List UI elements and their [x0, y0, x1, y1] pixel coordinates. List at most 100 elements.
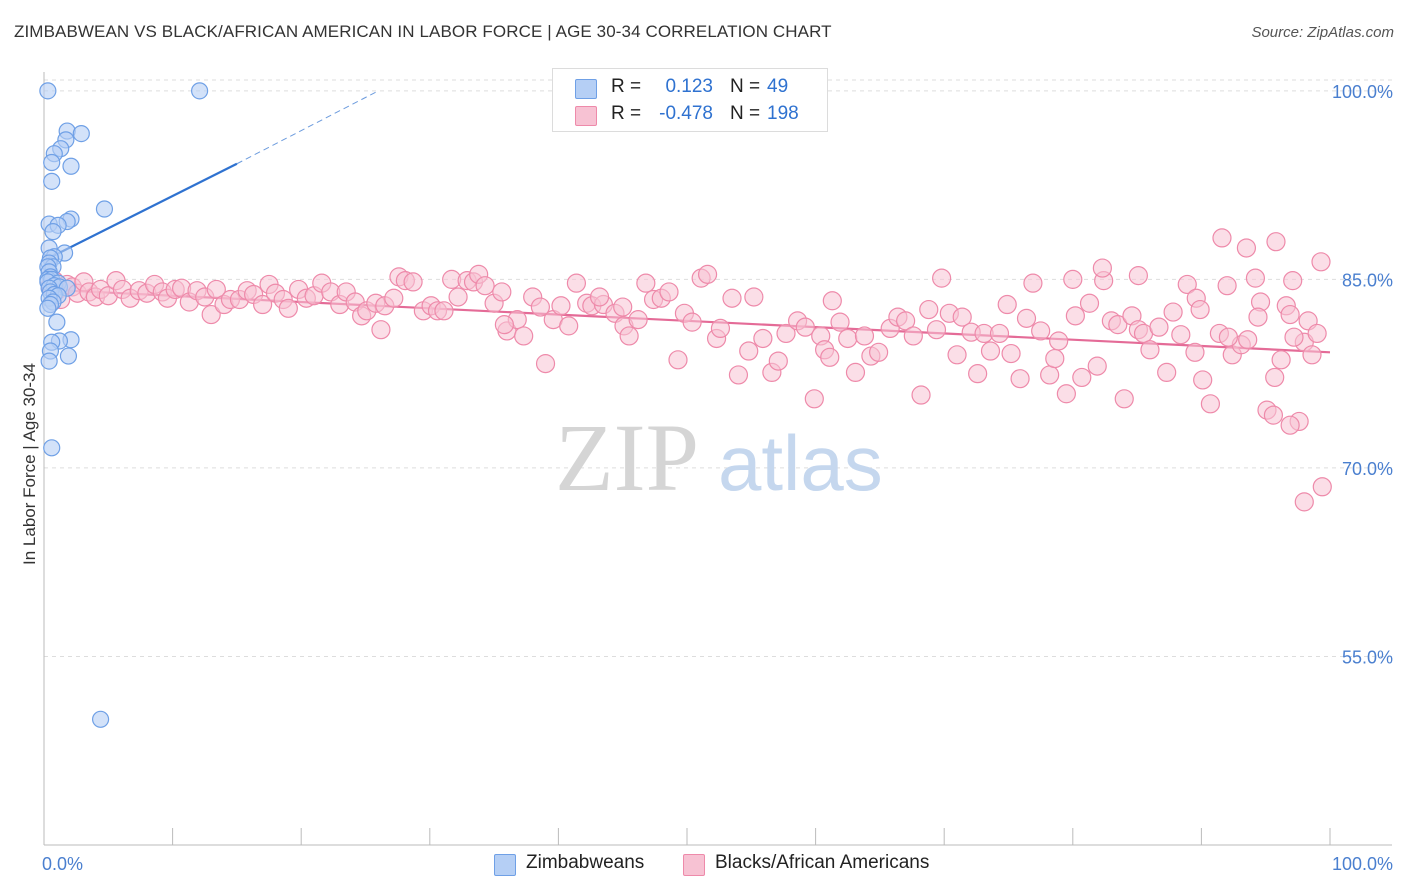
watermark-atlas: atlas — [718, 419, 883, 507]
pink-point — [1040, 365, 1060, 385]
pink-point — [838, 328, 858, 349]
pink-point — [682, 312, 702, 332]
legend-n-label: N = — [730, 76, 761, 97]
y-axis-label: In Labor Force | Age 30-34 — [20, 363, 39, 565]
legend-n-value: 198 — [767, 103, 799, 124]
pink-point — [1049, 331, 1069, 351]
pink-point — [619, 326, 639, 346]
blue-point — [191, 82, 209, 100]
pink-point — [1087, 356, 1107, 376]
blue-point — [91, 710, 110, 728]
pink-point — [728, 365, 749, 385]
legend-row-blacks: R = -0.478 N = 198 — [553, 100, 827, 128]
pink-point — [1045, 348, 1065, 369]
blue-point — [44, 223, 62, 241]
blue-point — [95, 200, 114, 218]
pink-point — [822, 291, 842, 311]
pink-point — [722, 288, 742, 308]
pink-point — [1283, 271, 1303, 291]
pink-point — [903, 326, 923, 346]
pink-point — [1128, 266, 1148, 286]
pink-point — [744, 287, 764, 307]
pink-point — [494, 315, 514, 335]
blue-point — [43, 153, 61, 172]
pink-point — [1177, 274, 1197, 295]
pink-point — [804, 389, 824, 409]
pink-point — [1023, 273, 1043, 293]
pink-point — [1190, 299, 1210, 320]
bottom-legend-swatch-pink — [683, 854, 705, 876]
pink-point — [1218, 327, 1239, 347]
pink-point — [1065, 306, 1085, 326]
pink-point — [1001, 343, 1021, 364]
pink-point — [919, 299, 939, 320]
pink-point — [1063, 269, 1083, 289]
pink-point — [1302, 345, 1322, 365]
zimbabwean-trend-extension — [236, 90, 379, 165]
y-tick-label: 70.0% — [1342, 459, 1393, 479]
pink-point — [1248, 307, 1268, 327]
pink-point — [1266, 232, 1286, 252]
y-tick-label: 55.0% — [1342, 647, 1393, 667]
pink-point — [1114, 389, 1134, 409]
blue-point — [62, 157, 80, 175]
pink-point — [968, 364, 988, 384]
pink-point — [1072, 367, 1092, 388]
pink-point — [1265, 367, 1285, 388]
pink-point — [1311, 252, 1331, 272]
legend-swatch-blue — [575, 79, 597, 99]
pink-point — [911, 385, 931, 405]
pink-point — [1031, 321, 1051, 341]
tick-labels: 100.0% 85.0% 70.0% 55.0% 0.0% 100.0% — [42, 82, 1393, 874]
pink-point — [932, 268, 952, 288]
legend-row-zimbabweans: R = 0.123 N = 49 — [553, 73, 827, 101]
pink-point — [206, 279, 226, 300]
pink-point — [1185, 342, 1205, 362]
pink-point — [475, 276, 495, 296]
chart-title: ZIMBABWEAN VS BLACK/AFRICAN AMERICAN IN … — [14, 22, 832, 41]
legend-n-label: N = — [730, 103, 761, 124]
pink-point — [753, 328, 773, 349]
pink-point — [1149, 317, 1169, 337]
watermark-zip: ZIP — [555, 404, 699, 511]
blue-point — [72, 124, 90, 143]
pink-point — [947, 345, 967, 365]
pink-point — [530, 297, 550, 317]
pink-point — [795, 317, 815, 337]
pink-point — [989, 323, 1010, 344]
pink-point — [1010, 369, 1030, 389]
pink-point — [201, 304, 221, 325]
pink-point — [997, 294, 1017, 315]
bottom-legend-zimbabweans: Zimbabweans — [526, 852, 645, 873]
watermark: ZIP atlas — [555, 404, 883, 511]
pink-point — [710, 318, 731, 339]
pink-point — [1307, 323, 1327, 344]
pink-point — [1200, 394, 1221, 414]
pink-point — [371, 320, 391, 340]
pink-point — [566, 273, 587, 293]
pink-point — [1092, 258, 1112, 278]
blue-point — [39, 299, 57, 317]
blue-point — [43, 172, 61, 190]
legend-r-value: 0.123 — [665, 76, 713, 97]
pink-point — [768, 351, 788, 371]
pink-point — [448, 287, 468, 307]
pink-point — [1157, 362, 1177, 383]
pink-point — [551, 296, 571, 316]
bottom-legend-blacks: Blacks/African Americans — [715, 852, 930, 873]
pink-point — [1016, 308, 1037, 328]
pink-point — [628, 310, 648, 330]
pink-point — [1263, 405, 1284, 425]
legend-n-value: 49 — [767, 76, 789, 97]
x-tick-label: 0.0% — [42, 854, 83, 874]
blue-point — [48, 313, 66, 331]
pink-point — [559, 316, 579, 336]
blue-point — [40, 352, 58, 370]
pink-point — [1140, 340, 1160, 360]
pink-point — [1312, 477, 1332, 497]
pink-point — [854, 326, 875, 346]
pink-point — [1294, 492, 1314, 512]
pink-point — [896, 311, 916, 331]
pink-point — [776, 323, 796, 344]
